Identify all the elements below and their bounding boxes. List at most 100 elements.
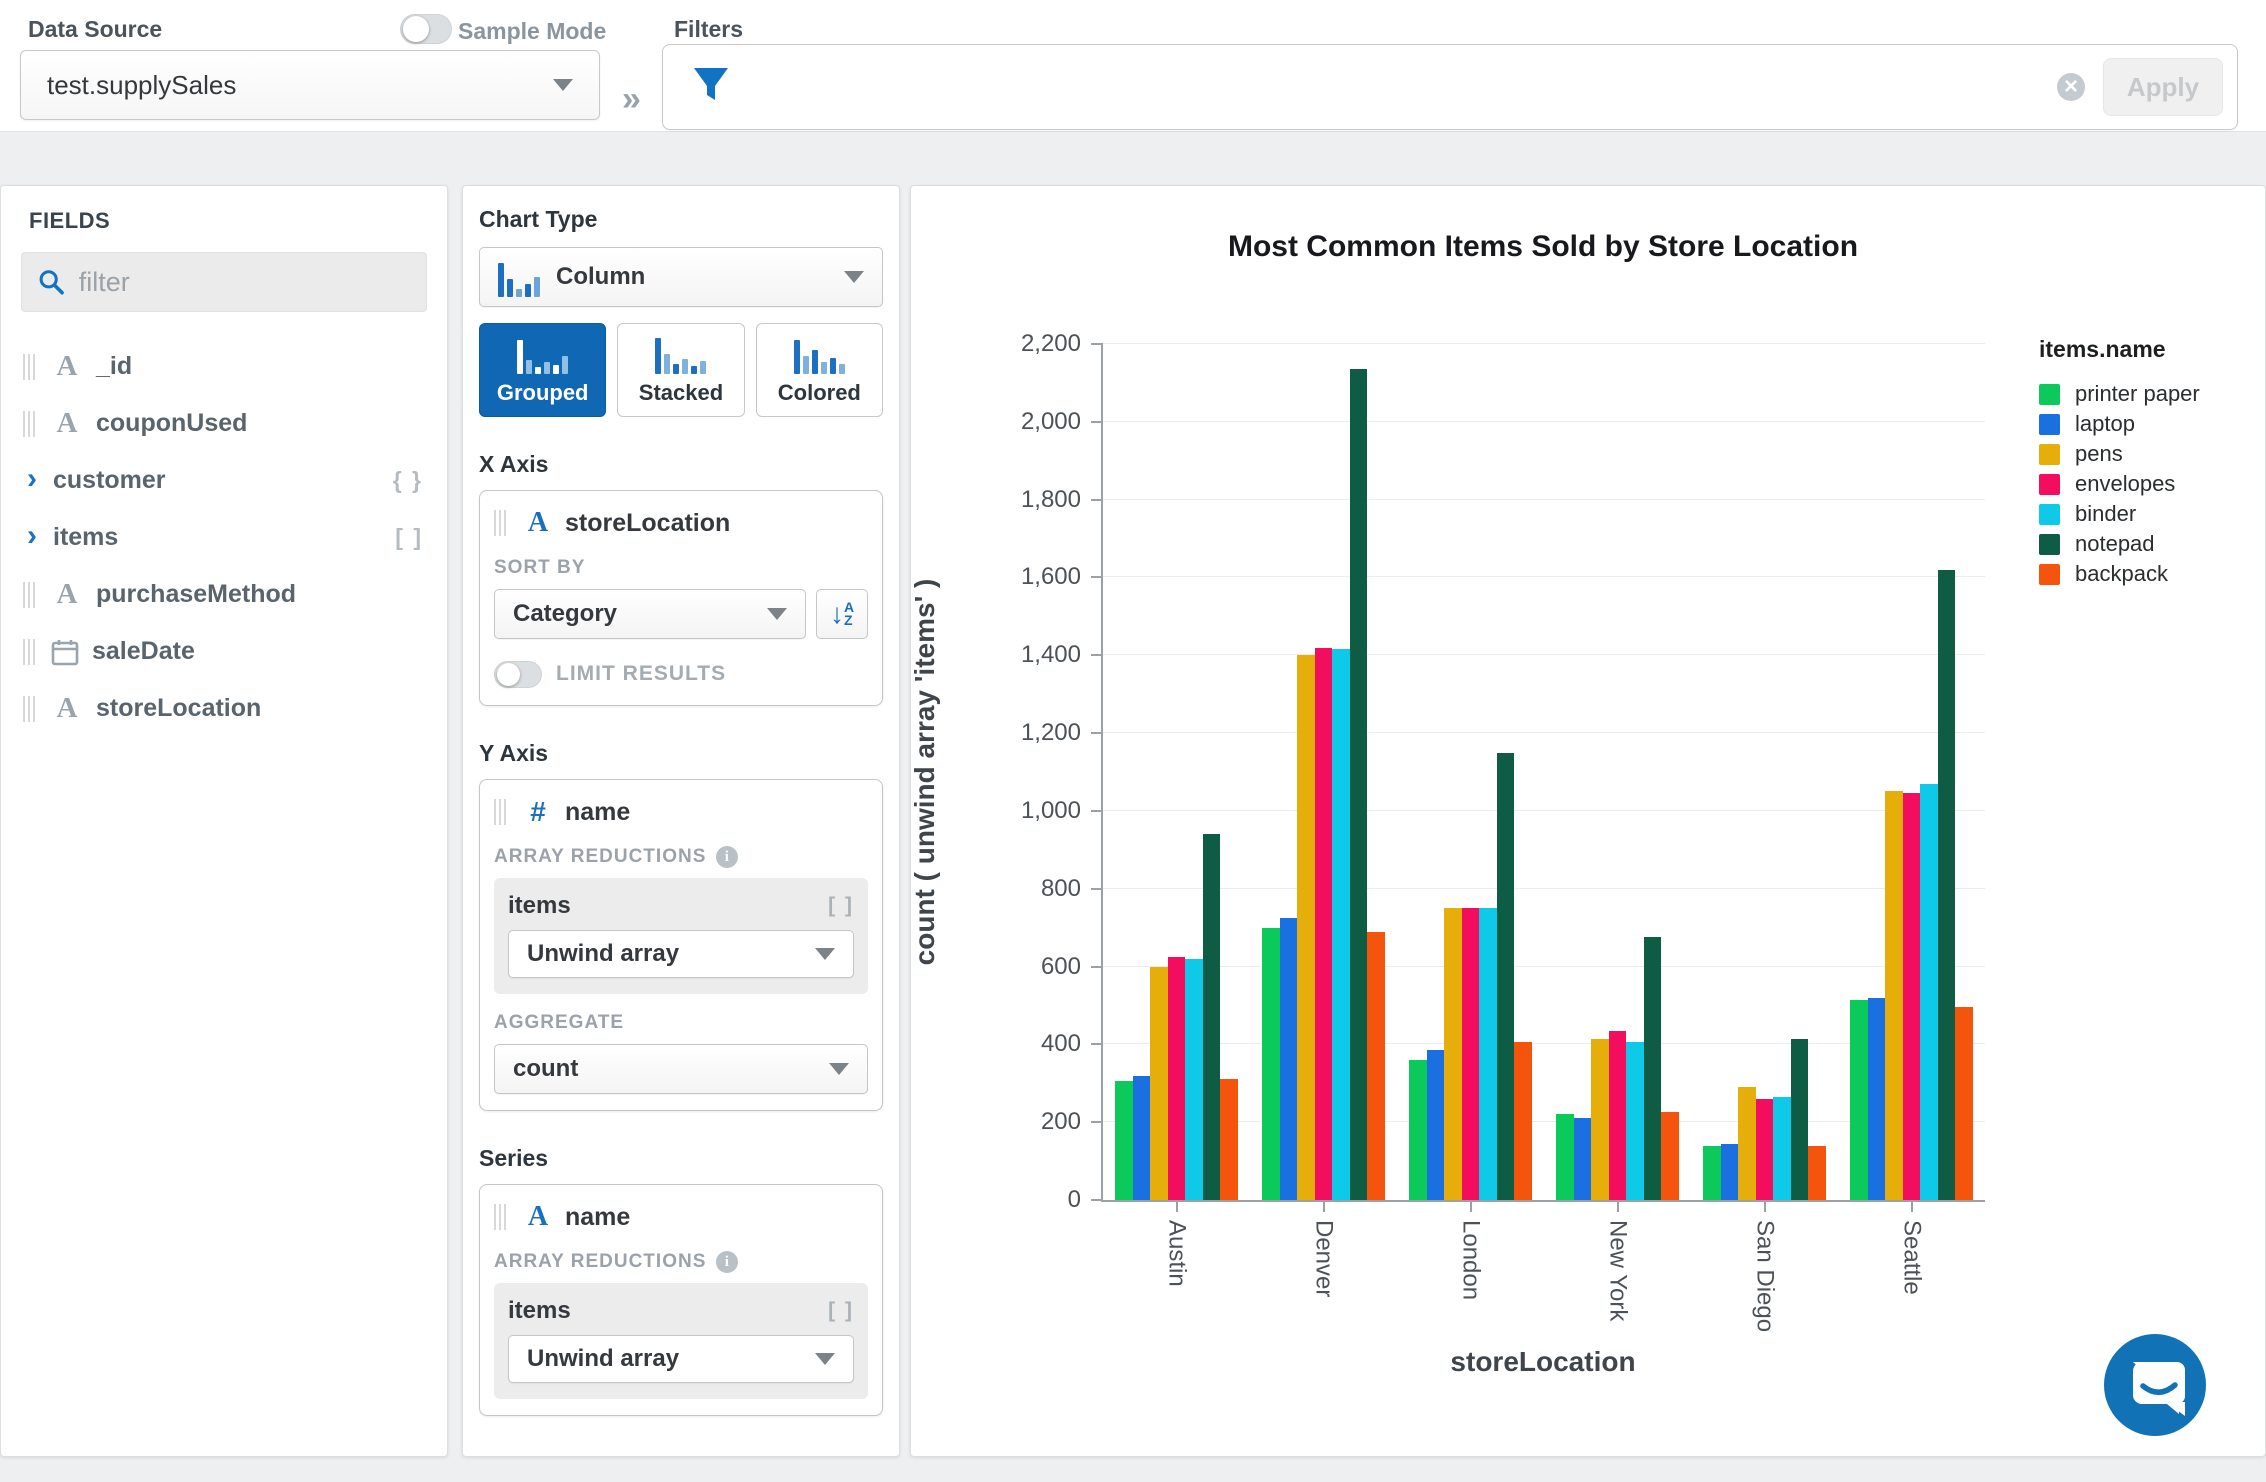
field-row-customer[interactable]: › customer { } (1, 452, 447, 509)
legend-swatch (2039, 443, 2060, 465)
y-axis-title: count ( unwind array 'items' ) (909, 578, 940, 966)
bar (1937, 569, 1956, 1200)
calendar-icon (51, 639, 79, 665)
collapse-chevrons-icon[interactable]: » (622, 80, 641, 118)
array-badge: [ ] (828, 1299, 854, 1322)
bar (1220, 1079, 1238, 1200)
drag-handle-icon[interactable] (23, 353, 36, 380)
field-label: items (53, 523, 119, 551)
drag-handle-icon[interactable] (494, 510, 507, 536)
chat-widget-button[interactable] (2102, 1332, 2208, 1438)
top-toolbar: Data Source Sample Mode Filters test.sup… (0, 0, 2266, 132)
variant-button-colored[interactable]: Colored (755, 323, 883, 417)
y-tick-label: 600 (1040, 952, 1081, 980)
variant-button-stacked[interactable]: Stacked (617, 323, 745, 417)
filter-query-input[interactable] (729, 57, 2057, 117)
bar (1167, 956, 1186, 1200)
sort-by-label: SORT BY (494, 557, 586, 578)
drag-handle-icon[interactable] (494, 1204, 507, 1230)
field-row-items[interactable]: › items [ ] (1, 509, 447, 566)
x-tick-mark (1470, 1200, 1473, 1212)
bar (1132, 1075, 1151, 1200)
bar (1867, 997, 1886, 1200)
bar (1409, 1059, 1427, 1200)
info-icon[interactable]: i (716, 846, 739, 868)
bar (1703, 1145, 1721, 1200)
legend-item: notepad (2039, 529, 2200, 559)
bar (1790, 1038, 1809, 1200)
bar (1608, 1030, 1627, 1200)
bar (1902, 793, 1921, 1200)
legend-label: envelopes (2075, 471, 2176, 496)
chart-title: Most Common Items Sold by Store Location (1227, 230, 1859, 263)
x-axis-field-chip[interactable]: A storeLocation (494, 507, 868, 539)
string-field-icon: A (56, 692, 78, 724)
string-field-icon: A (56, 350, 78, 382)
y-axis-field-chip[interactable]: # name (494, 796, 868, 828)
gridline (1103, 654, 1985, 656)
bar (1885, 791, 1903, 1200)
legend-swatch (2039, 473, 2060, 495)
y-tick-label: 1,400 (1020, 641, 1081, 669)
unwind-array-dropdown[interactable]: Unwind array (508, 930, 854, 978)
y-tick-mark (1091, 965, 1103, 968)
variant-button-grouped[interactable]: Grouped (479, 323, 607, 417)
drag-handle-icon[interactable] (23, 410, 36, 437)
array-type-icon: [ ] (395, 524, 423, 550)
stacked-bars-icon (655, 334, 707, 374)
y-tick-mark (1091, 420, 1103, 423)
bar (1626, 1042, 1644, 1200)
x-axis-field-name: storeLocation (565, 508, 731, 537)
variant-label: Stacked (638, 380, 724, 405)
drag-handle-icon[interactable] (23, 695, 36, 722)
bar (1444, 908, 1462, 1200)
drag-handle-icon[interactable] (23, 638, 36, 665)
y-tick-mark (1091, 809, 1103, 812)
chart-legend: items.name printer paper laptop pens envelo… (2039, 336, 2200, 589)
field-search-box[interactable] (21, 252, 427, 312)
bar (1185, 958, 1203, 1200)
bar (1461, 908, 1480, 1200)
string-field-icon: A (56, 407, 78, 439)
gridline (1103, 420, 1985, 422)
info-icon[interactable]: i (716, 1251, 739, 1273)
apply-filter-button[interactable]: Apply (2103, 58, 2223, 116)
sample-mode-toggle[interactable] (400, 14, 452, 44)
bar (1150, 966, 1168, 1200)
aggregate-dropdown[interactable]: count (494, 1044, 868, 1094)
drag-handle-icon[interactable] (494, 799, 507, 825)
chevron-right-icon[interactable]: › (27, 461, 37, 495)
chart-type-dropdown[interactable]: Column (479, 247, 883, 307)
data-source-dropdown[interactable]: test.supplySales (20, 50, 600, 120)
y-tick-label: 200 (1040, 1108, 1081, 1136)
series-field-chip[interactable]: A name (494, 1201, 868, 1233)
field-row-_id[interactable]: A _id (1, 338, 447, 395)
chevron-down-icon (767, 608, 787, 620)
field-search-input[interactable] (78, 266, 410, 298)
clear-filter-icon[interactable]: × (2057, 73, 2085, 101)
legend-label: laptop (2075, 411, 2135, 436)
data-source-label: Data Source (28, 16, 163, 42)
y-tick-label: 1,200 (1020, 719, 1081, 747)
limit-results-toggle[interactable] (494, 660, 542, 688)
gridline (1103, 887, 1985, 889)
legend-swatch (2039, 413, 2060, 435)
chevron-down-icon (829, 1063, 849, 1075)
legend-swatch (2039, 533, 2060, 555)
field-row-saleDate[interactable]: saleDate (1, 623, 447, 680)
chart-plot-area: count ( unwind array 'items' ) 0 200 400 60… (909, 330, 1985, 1332)
drag-handle-icon[interactable] (23, 581, 36, 608)
column-chart-icon (498, 257, 540, 297)
unwind-array-dropdown[interactable]: Unwind array (508, 1335, 854, 1383)
y-tick-mark (1091, 1199, 1103, 1201)
chevron-right-icon[interactable]: › (27, 518, 37, 552)
y-tick-mark (1091, 576, 1103, 579)
bar (1661, 1112, 1679, 1200)
bar (1738, 1087, 1756, 1200)
sort-by-dropdown[interactable]: Category (494, 589, 806, 639)
y-tick-mark (1091, 654, 1103, 657)
